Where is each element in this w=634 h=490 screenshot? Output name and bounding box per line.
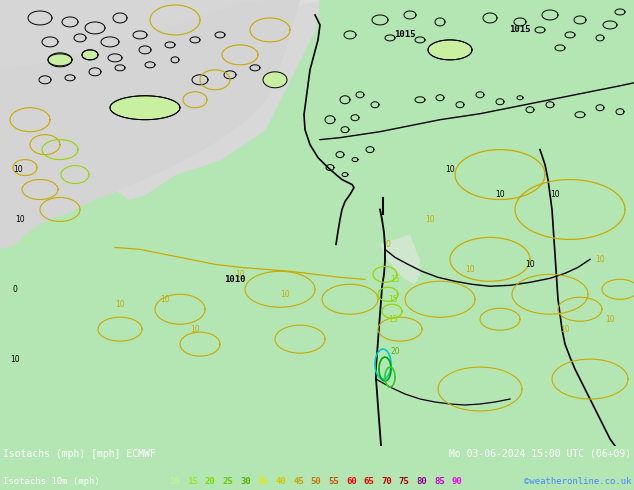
Text: 10: 10	[160, 295, 170, 304]
Text: 10: 10	[425, 215, 435, 224]
Polygon shape	[350, 0, 634, 140]
Text: 10: 10	[465, 265, 475, 274]
Text: 10: 10	[190, 325, 200, 334]
Text: 70: 70	[381, 477, 392, 486]
Text: 10: 10	[605, 315, 615, 324]
Polygon shape	[0, 0, 280, 80]
Text: 15: 15	[388, 295, 398, 304]
Text: 10: 10	[445, 165, 455, 174]
Text: 10: 10	[280, 290, 290, 299]
Polygon shape	[110, 96, 180, 120]
Text: 10: 10	[595, 255, 605, 264]
Text: 10: 10	[15, 215, 25, 224]
Polygon shape	[0, 0, 320, 246]
Text: Isotachs 10m (mph): Isotachs 10m (mph)	[3, 477, 100, 486]
Text: 10: 10	[13, 165, 23, 174]
Text: 50: 50	[311, 477, 321, 486]
Text: 0: 0	[385, 240, 391, 249]
Polygon shape	[0, 0, 300, 249]
Polygon shape	[380, 234, 420, 284]
Text: 1015: 1015	[394, 30, 416, 39]
Text: 10: 10	[560, 325, 570, 334]
Text: 1010: 1010	[224, 275, 246, 284]
Polygon shape	[0, 0, 320, 130]
Text: 10: 10	[235, 270, 245, 279]
Text: 65: 65	[363, 477, 374, 486]
Text: 80: 80	[417, 477, 427, 486]
Text: 45: 45	[293, 477, 304, 486]
Text: 85: 85	[434, 477, 445, 486]
Text: 75: 75	[399, 477, 410, 486]
Text: 10: 10	[525, 260, 535, 269]
Text: 15: 15	[390, 275, 400, 284]
Text: Mo 03-06-2024 15:00 UTC (06+09): Mo 03-06-2024 15:00 UTC (06+09)	[450, 449, 631, 459]
Text: 10: 10	[115, 300, 125, 309]
Text: 15: 15	[187, 477, 198, 486]
Text: 20: 20	[205, 477, 216, 486]
Text: 40: 40	[275, 477, 286, 486]
Text: 30: 30	[240, 477, 251, 486]
Polygon shape	[428, 40, 472, 60]
Text: 90: 90	[452, 477, 463, 486]
Text: 25: 25	[223, 477, 233, 486]
Text: 35: 35	[258, 477, 269, 486]
Text: 15: 15	[388, 315, 398, 324]
Text: 10: 10	[10, 355, 20, 364]
Polygon shape	[320, 0, 634, 249]
Polygon shape	[82, 50, 98, 60]
Text: 0: 0	[13, 285, 18, 294]
Polygon shape	[48, 53, 72, 67]
Text: 1015: 1015	[509, 25, 531, 34]
Text: 20: 20	[390, 346, 400, 356]
Text: 55: 55	[328, 477, 339, 486]
Text: Isotachs (mph) [mph] ECMWF: Isotachs (mph) [mph] ECMWF	[3, 449, 155, 459]
Polygon shape	[0, 0, 270, 70]
Text: 10: 10	[169, 477, 180, 486]
Text: 10: 10	[495, 190, 505, 199]
Text: 60: 60	[346, 477, 357, 486]
Polygon shape	[263, 72, 287, 88]
Text: 10: 10	[550, 190, 560, 199]
Text: ©weatheronline.co.uk: ©weatheronline.co.uk	[524, 477, 631, 486]
